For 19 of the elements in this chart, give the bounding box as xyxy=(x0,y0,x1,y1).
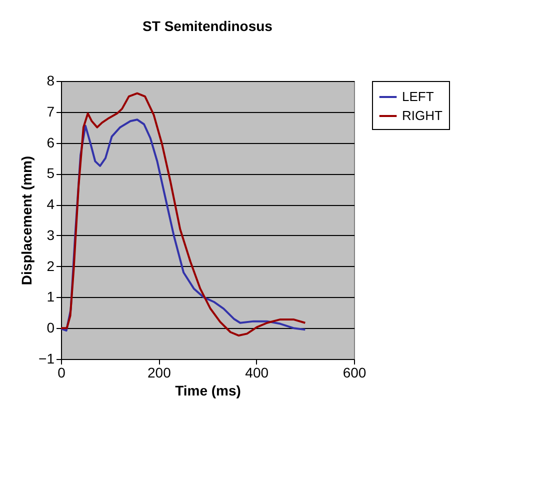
y-tick-label: −1 xyxy=(38,350,55,366)
x-tick-label: 0 xyxy=(58,364,66,380)
y-tick-label: 8 xyxy=(46,72,55,88)
x-tick-label: 600 xyxy=(342,364,366,380)
y-tick-label: 2 xyxy=(46,258,55,274)
y-tick-label: 6 xyxy=(46,134,55,150)
chart-title: ST Semitendinosus xyxy=(142,18,273,34)
y-tick-label: 1 xyxy=(46,288,55,305)
y-tick-label: 0 xyxy=(46,320,55,336)
legend-label: LEFT xyxy=(402,89,434,104)
y-tick-label: 4 xyxy=(46,196,55,212)
legend-label: RIGHT xyxy=(402,108,442,123)
x-tick-label: 400 xyxy=(245,364,269,380)
y-tick-label: 3 xyxy=(46,226,55,243)
y-tick-label: 7 xyxy=(46,103,55,120)
x-tick-label: 200 xyxy=(147,364,172,380)
y-axis-title: Displacement (mm) xyxy=(18,156,35,286)
x-axis-title: Time (ms) xyxy=(175,382,241,398)
y-tick-label: 5 xyxy=(46,165,55,182)
